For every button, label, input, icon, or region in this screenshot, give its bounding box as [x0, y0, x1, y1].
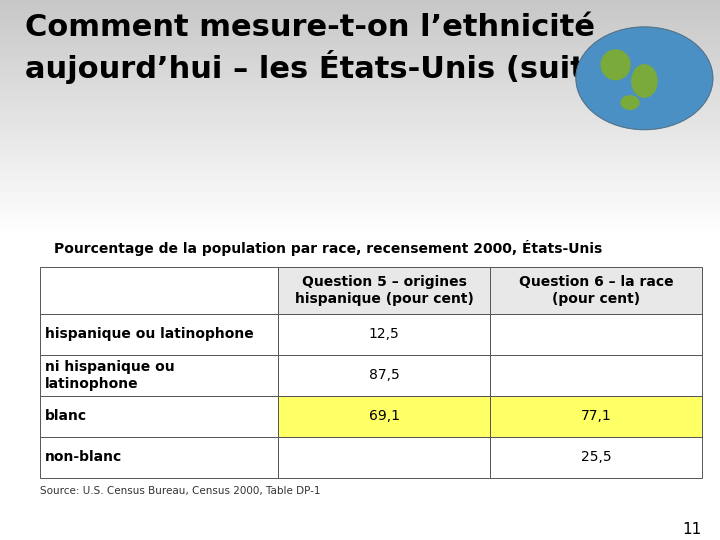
- Text: hispanique ou latinophone: hispanique ou latinophone: [45, 327, 254, 341]
- FancyBboxPatch shape: [40, 437, 278, 478]
- FancyBboxPatch shape: [490, 437, 702, 478]
- FancyBboxPatch shape: [278, 314, 490, 355]
- Text: 12,5: 12,5: [369, 327, 400, 341]
- Text: 69,1: 69,1: [369, 409, 400, 423]
- Text: Pourcentage de la population par race, recensement 2000, États-Unis: Pourcentage de la population par race, r…: [54, 240, 602, 256]
- Circle shape: [576, 27, 713, 130]
- FancyBboxPatch shape: [40, 314, 278, 355]
- FancyBboxPatch shape: [490, 355, 702, 396]
- Text: non-blanc: non-blanc: [45, 450, 122, 464]
- Text: Question 5 – origines
hispanique (pour cent): Question 5 – origines hispanique (pour c…: [294, 275, 474, 306]
- FancyBboxPatch shape: [40, 355, 278, 396]
- Ellipse shape: [632, 65, 657, 97]
- Text: Question 6 – la race
(pour cent): Question 6 – la race (pour cent): [518, 275, 673, 306]
- Text: 11: 11: [683, 522, 702, 537]
- FancyBboxPatch shape: [278, 355, 490, 396]
- FancyBboxPatch shape: [490, 396, 702, 437]
- Text: blanc: blanc: [45, 409, 88, 423]
- Ellipse shape: [621, 96, 639, 109]
- FancyBboxPatch shape: [490, 267, 702, 314]
- Text: Source: U.S. Census Bureau, Census 2000, Table DP-1: Source: U.S. Census Bureau, Census 2000,…: [40, 486, 320, 496]
- FancyBboxPatch shape: [40, 396, 278, 437]
- Text: ni hispanique ou
latinophone: ni hispanique ou latinophone: [45, 360, 175, 391]
- FancyBboxPatch shape: [40, 267, 278, 314]
- Text: 25,5: 25,5: [581, 450, 611, 464]
- FancyBboxPatch shape: [278, 437, 490, 478]
- FancyBboxPatch shape: [490, 314, 702, 355]
- FancyBboxPatch shape: [278, 396, 490, 437]
- Text: 87,5: 87,5: [369, 368, 400, 382]
- FancyBboxPatch shape: [278, 267, 490, 314]
- Ellipse shape: [601, 50, 630, 80]
- Text: 77,1: 77,1: [580, 409, 611, 423]
- Text: Comment mesure-t-on l’ethnicité
aujourd’hui – les États-Unis (suite): Comment mesure-t-on l’ethnicité aujourd’…: [25, 14, 620, 84]
